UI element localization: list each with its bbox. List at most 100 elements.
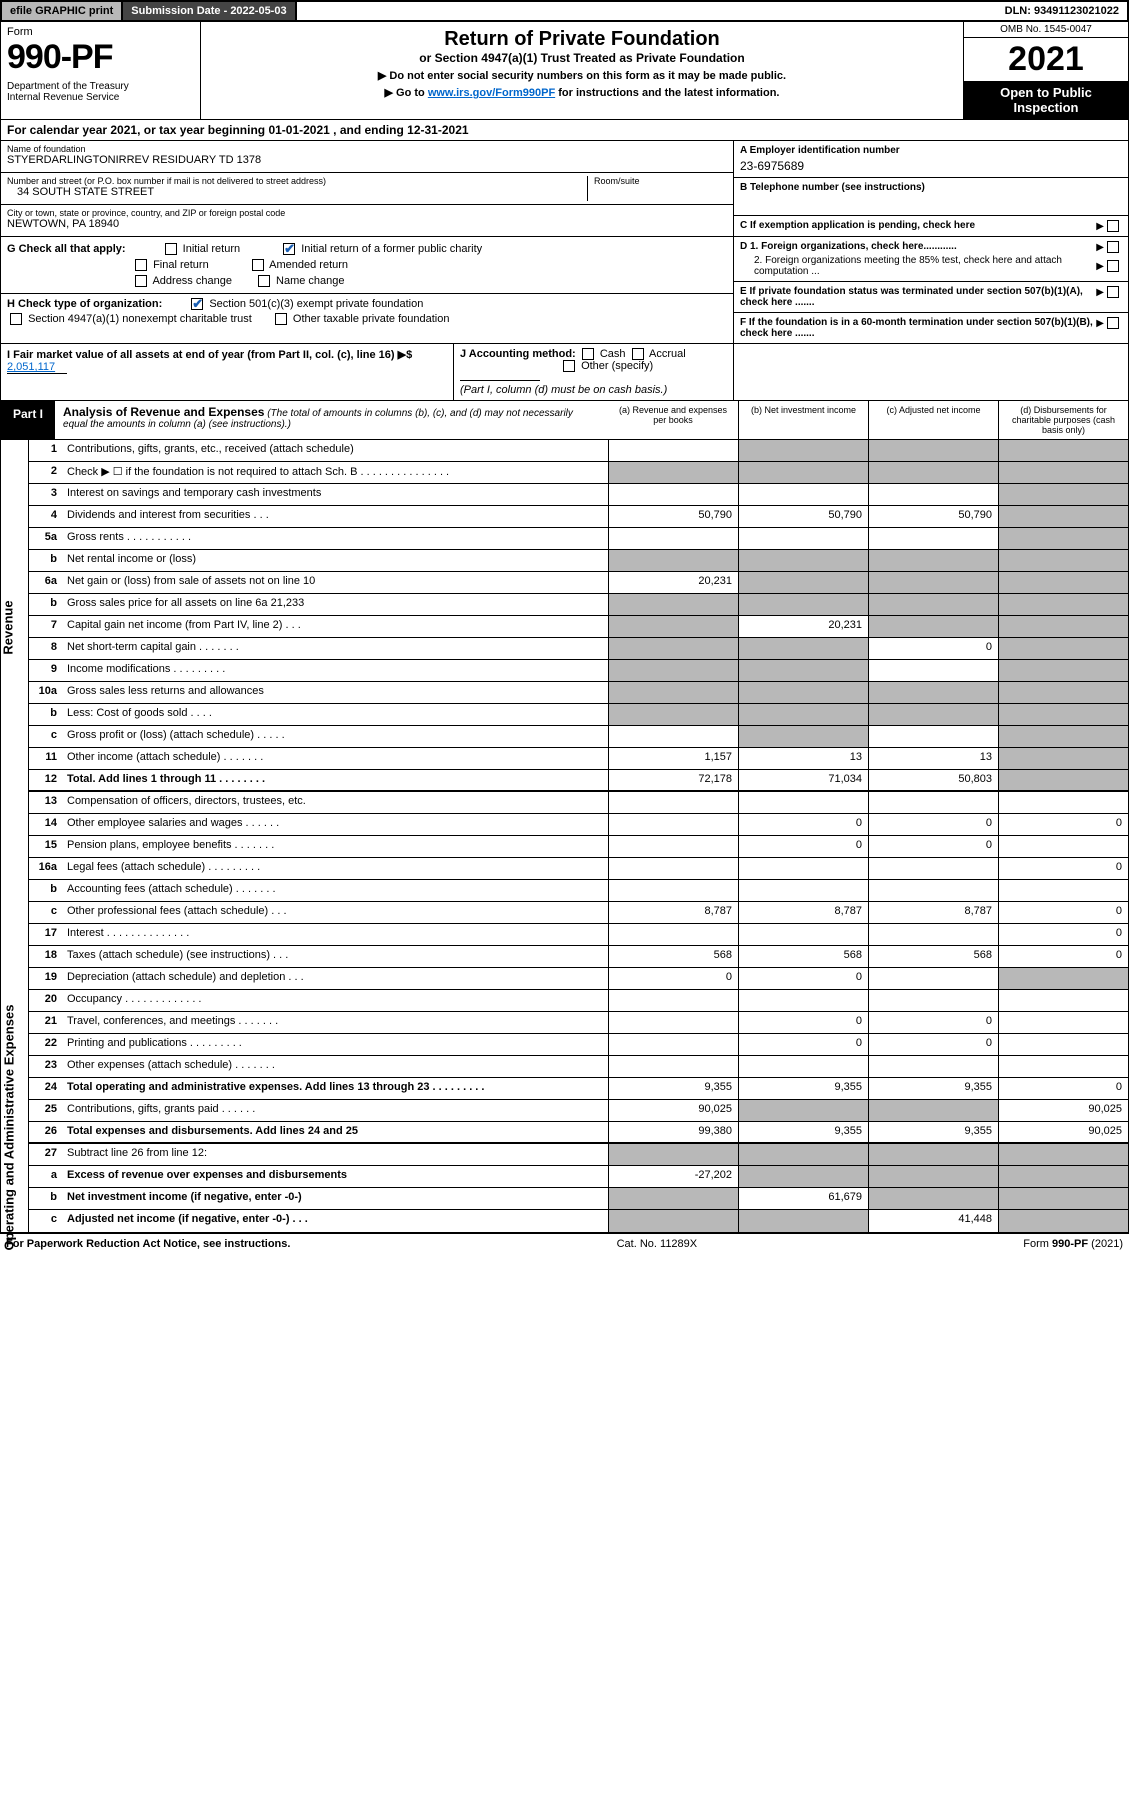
cell-d — [998, 990, 1128, 1011]
line-3: 3Interest on savings and temporary cash … — [29, 484, 1128, 506]
note-pre: ▶ Go to — [385, 87, 428, 99]
line-text: Other employee salaries and wages . . . … — [63, 814, 608, 835]
cell-a — [608, 638, 738, 659]
col-d-hdr: (d) Disbursements for charitable purpose… — [998, 401, 1128, 439]
cell-b: 13 — [738, 748, 868, 769]
checkbox-d2[interactable] — [1107, 260, 1119, 272]
line-text: Pension plans, employee benefits . . . .… — [63, 836, 608, 857]
cell-b: 8,787 — [738, 902, 868, 923]
line-22: 22Printing and publications . . . . . . … — [29, 1034, 1128, 1056]
cell-a: 50,790 — [608, 506, 738, 527]
line-num: b — [29, 880, 63, 901]
cell-b — [738, 990, 868, 1011]
cell-c — [868, 858, 998, 879]
g-check-row: G Check all that apply: Initial return I… — [1, 237, 733, 294]
d1-label: D 1. Foreign organizations, check here..… — [740, 241, 957, 253]
checkbox-accrual[interactable] — [632, 348, 644, 360]
cell-d: 90,025 — [998, 1122, 1128, 1142]
form990pf-link[interactable]: www.irs.gov/Form990PF — [428, 87, 555, 99]
line-4: 4Dividends and interest from securities … — [29, 506, 1128, 528]
checkbox-initial-return[interactable] — [165, 243, 177, 255]
line-text: Compensation of officers, directors, tru… — [63, 792, 608, 813]
c-arrow: ▶ — [1096, 220, 1122, 232]
submission-date: Submission Date - 2022-05-03 — [123, 2, 296, 20]
col-b-hdr: (b) Net investment income — [738, 401, 868, 439]
checkbox-amended[interactable] — [252, 259, 264, 271]
cell-b — [738, 924, 868, 945]
cell-a — [608, 1012, 738, 1033]
line-6a: 6aNet gain or (loss) from sale of assets… — [29, 572, 1128, 594]
part1-desc: Analysis of Revenue and Expenses (The to… — [55, 401, 608, 439]
line-num: 14 — [29, 814, 63, 835]
checkbox-other-method[interactable] — [563, 360, 575, 372]
cell-c: 50,803 — [868, 770, 998, 790]
line-b: bGross sales price for all assets on lin… — [29, 594, 1128, 616]
line-num: 1 — [29, 440, 63, 461]
cell-a: 8,787 — [608, 902, 738, 923]
cell-a — [608, 1144, 738, 1165]
line-text: Accounting fees (attach schedule) . . . … — [63, 880, 608, 901]
cell-c — [868, 1166, 998, 1187]
city-state-zip: NEWTOWN, PA 18940 — [7, 218, 727, 230]
side-labels: Revenue Operating and Administrative Exp… — [1, 440, 29, 1232]
room-label: Room/suite — [594, 176, 727, 186]
checkbox-former-charity[interactable] — [283, 243, 295, 255]
cell-d — [998, 1056, 1128, 1077]
checkbox-address-change[interactable] — [135, 275, 147, 287]
name-label: Name of foundation — [7, 144, 727, 154]
cell-c — [868, 1100, 998, 1121]
open-public: Open to Public Inspection — [964, 81, 1128, 119]
checkbox-name-change[interactable] — [258, 275, 270, 287]
line-num: b — [29, 704, 63, 725]
tax-year: 2021 — [964, 38, 1128, 81]
year-block: OMB No. 1545-0047 2021 Open to Public In… — [963, 22, 1128, 119]
cell-b — [738, 792, 868, 813]
part1-title: Analysis of Revenue and Expenses — [63, 405, 264, 419]
cell-c: 0 — [868, 814, 998, 835]
line-text: Less: Cost of goods sold . . . . — [63, 704, 608, 725]
form-title: Return of Private Foundation — [211, 28, 953, 51]
checkbox-cash[interactable] — [582, 348, 594, 360]
line-text: Contributions, gifts, grants, etc., rece… — [63, 440, 608, 461]
cell-d — [998, 770, 1128, 790]
line-text: Gross rents . . . . . . . . . . . — [63, 528, 608, 549]
line-text: Net rental income or (loss) — [63, 550, 608, 571]
cell-b — [738, 440, 868, 461]
calendar-year-row: For calendar year 2021, or tax year begi… — [0, 120, 1129, 141]
cell-c — [868, 924, 998, 945]
cell-c: 0 — [868, 1034, 998, 1055]
f-row: F If the foundation is in a 60-month ter… — [734, 313, 1128, 343]
col-a-hdr: (a) Revenue and expenses per books — [608, 401, 738, 439]
foundation-name-row: Name of foundation STYERDARLINGTONIRREV … — [1, 141, 733, 173]
g-label: G Check all that apply: — [7, 243, 126, 255]
line-text: Other income (attach schedule) . . . . .… — [63, 748, 608, 769]
cell-a — [608, 616, 738, 637]
line-num: 6a — [29, 572, 63, 593]
checkbox-501c3[interactable] — [191, 298, 203, 310]
checkbox-4947[interactable] — [10, 313, 22, 325]
cell-b — [738, 726, 868, 747]
cell-c — [868, 1144, 998, 1165]
form-id-block: Form 990-PF Department of the Treasury I… — [1, 22, 201, 119]
line-18: 18Taxes (attach schedule) (see instructi… — [29, 946, 1128, 968]
form-header: Form 990-PF Department of the Treasury I… — [0, 22, 1129, 120]
cell-c — [868, 594, 998, 615]
line-num: c — [29, 902, 63, 923]
city-label: City or town, state or province, country… — [7, 208, 727, 218]
checkbox-e[interactable] — [1107, 286, 1119, 298]
checkbox-other-taxable[interactable] — [275, 313, 287, 325]
fmv-link[interactable]: 2,051,117 — [7, 361, 55, 373]
part1-tab: Part I — [1, 401, 55, 439]
line-num: 24 — [29, 1078, 63, 1099]
checkbox-final-return[interactable] — [135, 259, 147, 271]
checkbox-f[interactable] — [1107, 317, 1119, 329]
identity-left: Name of foundation STYERDARLINGTONIRREV … — [1, 141, 733, 343]
checkbox-d1[interactable] — [1107, 241, 1119, 253]
line-b: bLess: Cost of goods sold . . . . — [29, 704, 1128, 726]
cell-a — [608, 682, 738, 703]
phone-row: B Telephone number (see instructions) — [734, 178, 1128, 216]
g-opt-addrchg: Address change — [132, 275, 232, 287]
cell-b: 0 — [738, 1034, 868, 1055]
checkbox-c[interactable] — [1107, 220, 1119, 232]
cell-c — [868, 440, 998, 461]
